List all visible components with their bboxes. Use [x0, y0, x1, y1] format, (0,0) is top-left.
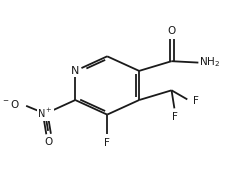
Text: $^-$O: $^-$O [1, 98, 20, 110]
Text: N: N [71, 66, 79, 76]
Text: F: F [172, 112, 178, 122]
Text: F: F [104, 138, 110, 148]
Text: NH$_2$: NH$_2$ [199, 56, 221, 69]
Text: O: O [45, 137, 53, 147]
Text: F: F [193, 96, 199, 106]
Text: N$^+$: N$^+$ [38, 107, 53, 120]
Text: O: O [167, 26, 176, 36]
